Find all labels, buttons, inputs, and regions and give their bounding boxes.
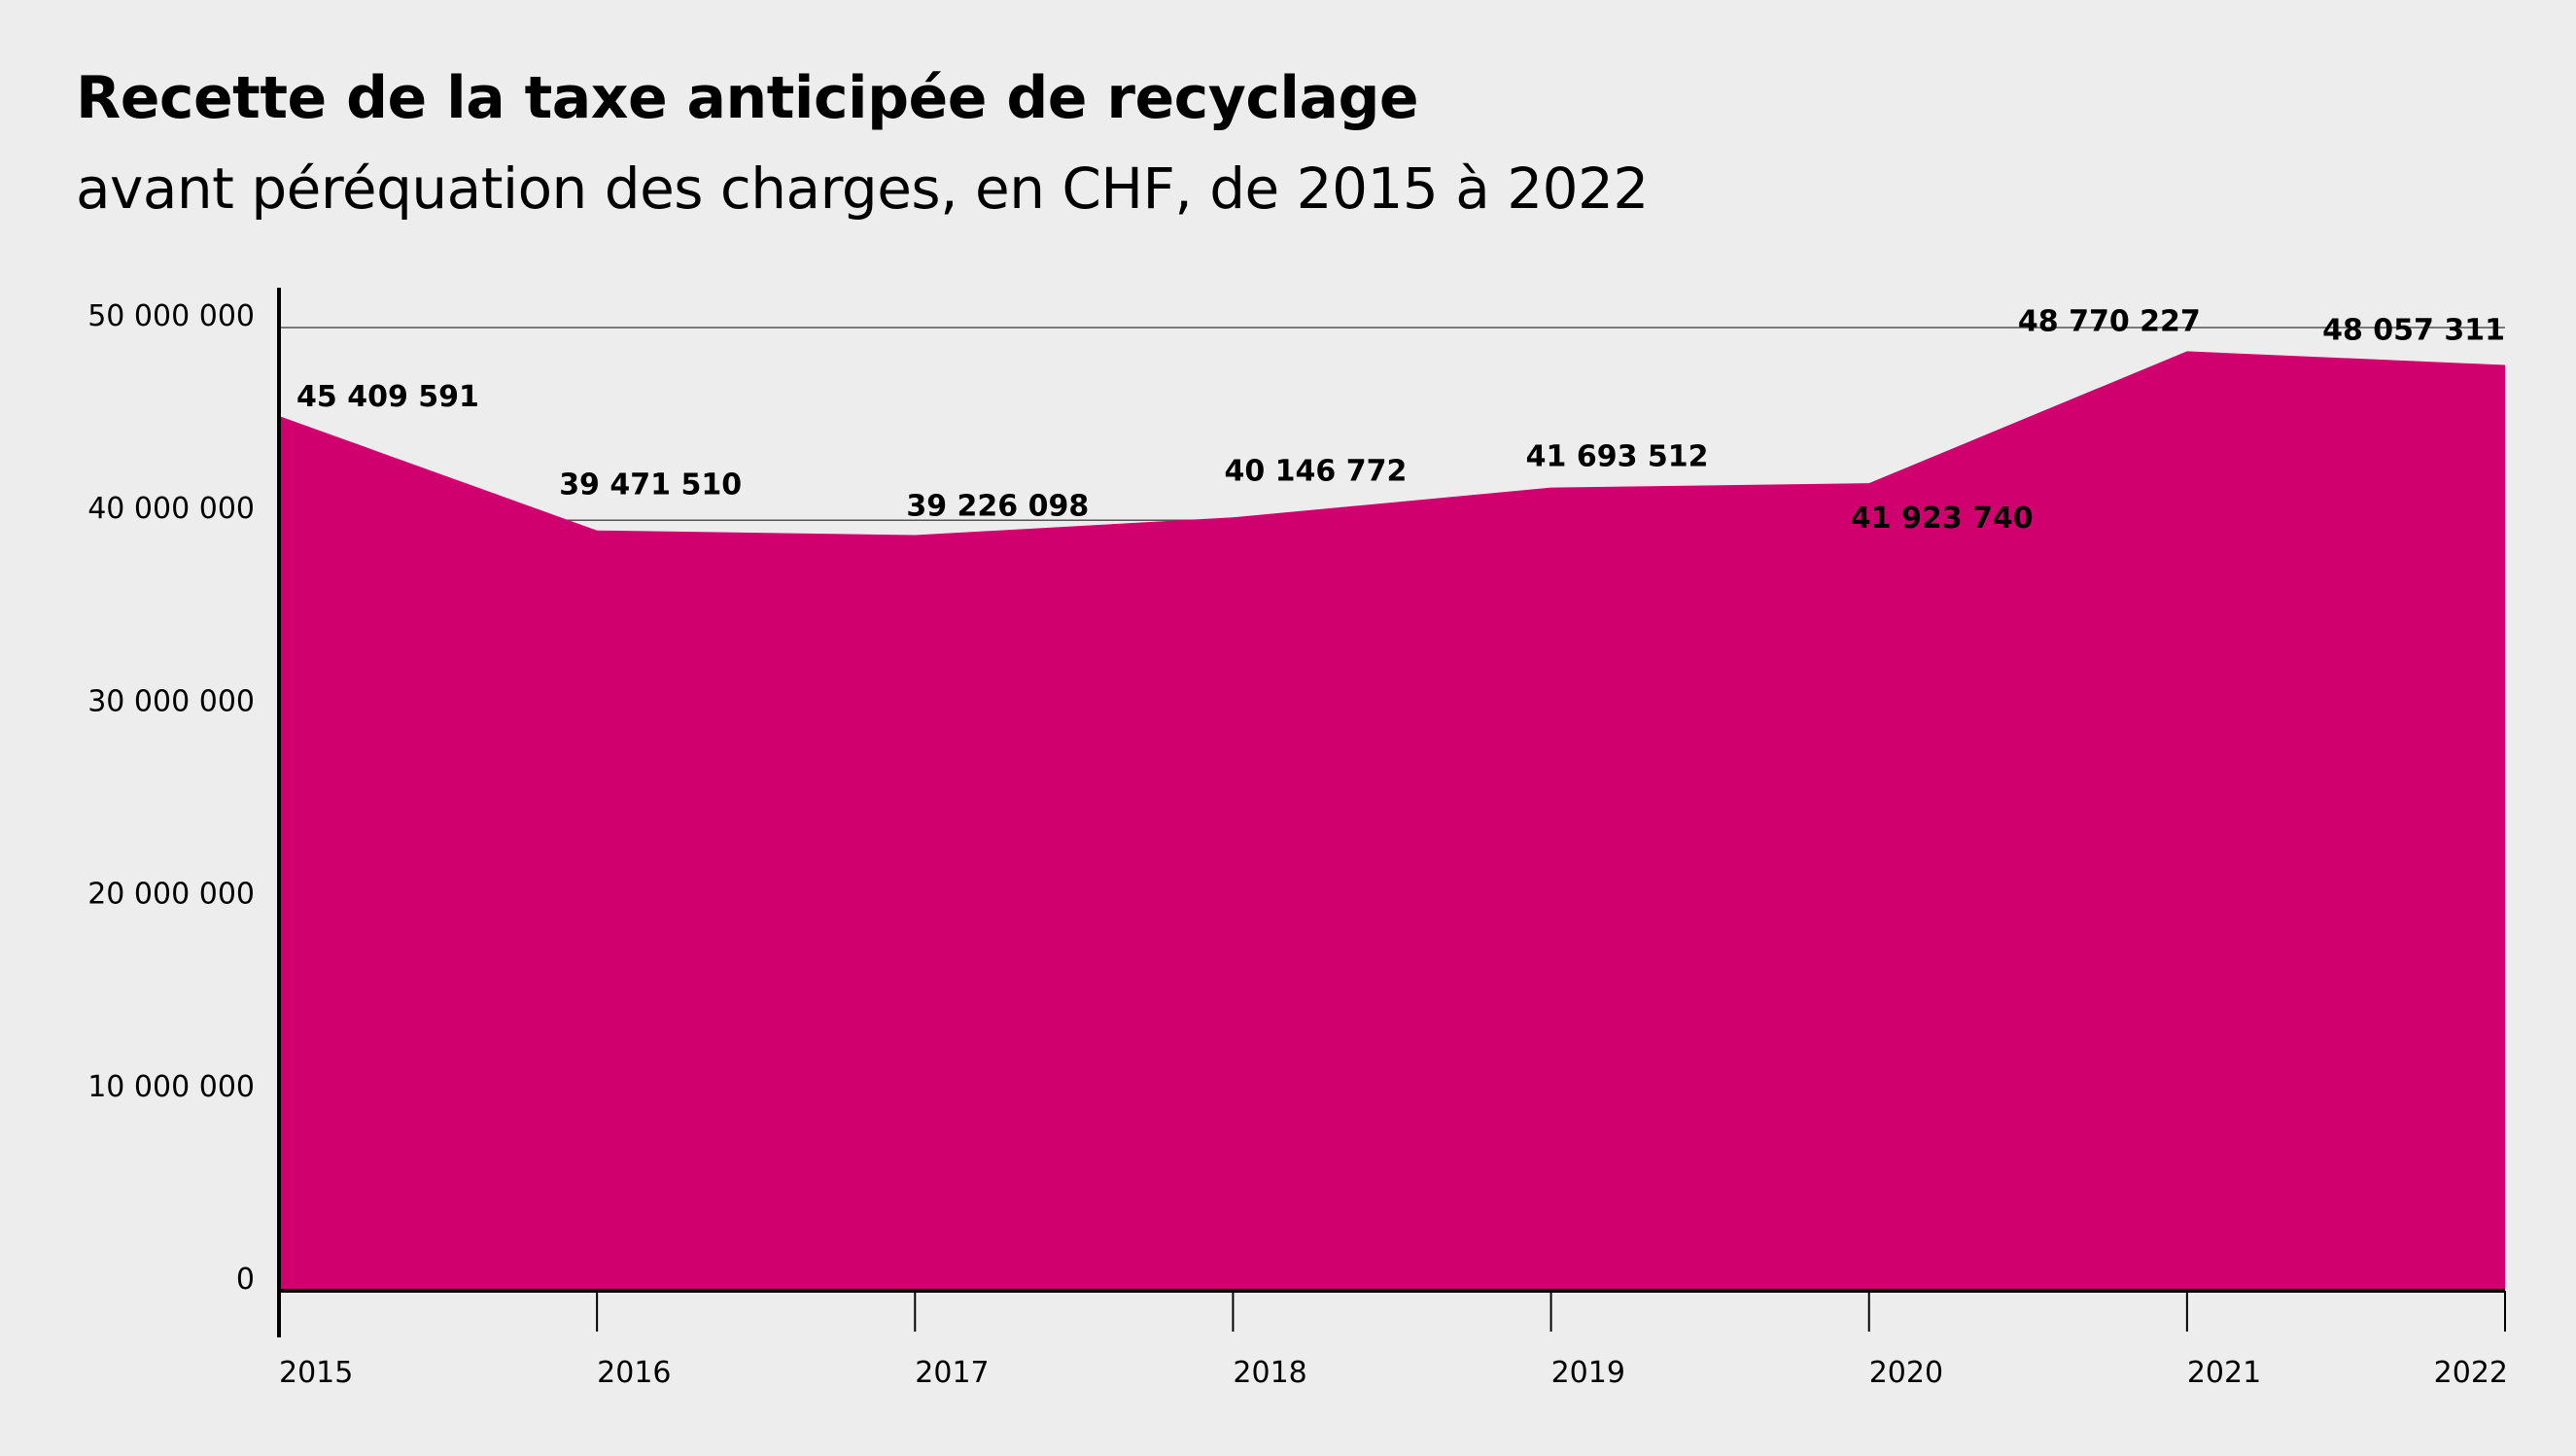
data-labels: 45 409 591 39 471 510 39 226 098 40 146 772… — [296, 304, 2505, 536]
x-tick-label: 2020 — [1869, 1356, 1943, 1390]
x-axis-ticks: 2015 2016 2017 2018 2019 2020 2021 2022 — [278, 1291, 2508, 1390]
y-tick-label: 0 — [236, 1263, 255, 1297]
y-axis-ticks: 0 10 000 000 20 000 000 30 000 000 40 000 00… — [87, 299, 255, 1297]
chart-title: Recette de la taxe anticipée de recyclag… — [76, 64, 1419, 132]
data-label: 41 693 512 — [1526, 440, 1709, 474]
data-label: 48 057 311 — [2322, 314, 2505, 348]
data-label: 41 923 740 — [1851, 502, 2034, 536]
x-tick-label: 2022 — [2434, 1356, 2508, 1390]
data-label: 39 471 510 — [559, 468, 742, 503]
data-label: 45 409 591 — [296, 380, 479, 414]
y-tick-label: 50 000 000 — [87, 299, 255, 333]
x-tick-label: 2015 — [279, 1356, 353, 1390]
data-label: 39 226 098 — [906, 490, 1089, 524]
y-tick-label: 10 000 000 — [87, 1070, 255, 1104]
y-tick-label: 20 000 000 — [87, 878, 255, 912]
axes — [277, 288, 2505, 1337]
data-label: 48 770 227 — [2018, 304, 2201, 338]
x-tick-label: 2019 — [1551, 1356, 1625, 1390]
area-series — [279, 351, 2505, 1291]
x-tick-label: 2018 — [1233, 1356, 1306, 1390]
y-tick-label: 40 000 000 — [87, 492, 255, 526]
chart-subtitle: avant péréquation des charges, en CHF, d… — [76, 156, 1649, 222]
x-tick-label: 2016 — [597, 1356, 671, 1390]
data-label: 40 146 772 — [1224, 454, 1407, 488]
x-tick-label: 2021 — [2187, 1356, 2261, 1390]
y-tick-label: 30 000 000 — [87, 684, 255, 718]
x-tick-label: 2017 — [915, 1356, 989, 1390]
